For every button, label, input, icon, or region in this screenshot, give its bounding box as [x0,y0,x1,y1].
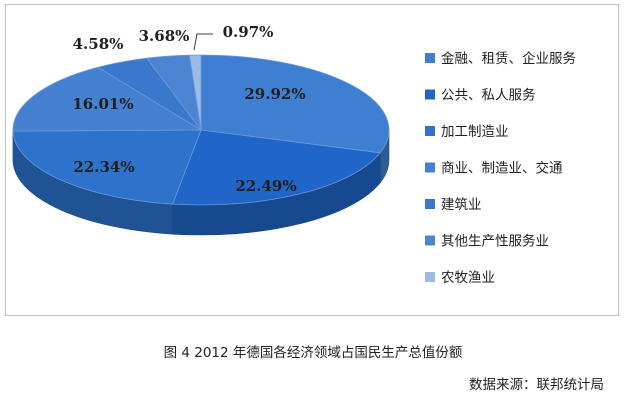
leader-line [193,33,213,51]
data-label-2: 22.49% [235,177,296,195]
pie-layer [12,54,390,236]
data-label-6: 3.68% [139,27,190,45]
legend-swatch-5 [425,199,435,209]
legend-label-6: 其他生产性服务业 [441,234,549,250]
data-label-1: 29.92% [244,85,305,103]
legend-label-1: 金融、租赁、企业服务 [441,50,576,67]
pie-chart: 29.92%22.49%22.34%16.01%4.58% 3.68% 0.97% … [12,23,576,286]
figure-caption: 图 4 2012 年德国各经济领域占国民生产总值份额 [163,345,463,361]
legend-label-3: 加工制造业 [441,124,509,140]
legend-swatch-2 [425,89,435,100]
data-label-layer: 29.92% 22.49% 22.34% 16.01% 4.58% 3.68% 0.97% [72,23,305,195]
legend-label-2: 公共、私人服务 [441,88,536,104]
pie-slice-4 [12,66,203,132]
legend-swatch-4 [425,162,435,173]
legend-swatch-3 [425,126,435,136]
legend-label-7: 农牧渔业 [441,270,495,286]
legend-swatch-6 [425,235,435,246]
legend-swatch-7 [425,272,435,282]
data-label-7: 0.97% [223,23,274,41]
pie-slice-2 [172,129,381,206]
legend: 金融、租赁、企业服务公共、私人服务加工制造业商业、制造业、交通建筑业其他生产性服… [425,50,576,286]
data-source: 数据来源：联邦统计局 [469,377,604,393]
pie-slice-3 [12,129,202,205]
legend-label-4: 商业、制造业、交通 [441,160,563,177]
legend-swatch-1 [425,53,435,63]
data-label-3: 22.34% [73,158,134,176]
pie-slice-1 [200,54,390,154]
data-label-4: 16.01% [72,95,133,113]
legend-label-5: 建筑业 [441,197,482,213]
data-label-5: 4.58% [73,35,124,53]
pie-slice-7 [189,54,202,131]
